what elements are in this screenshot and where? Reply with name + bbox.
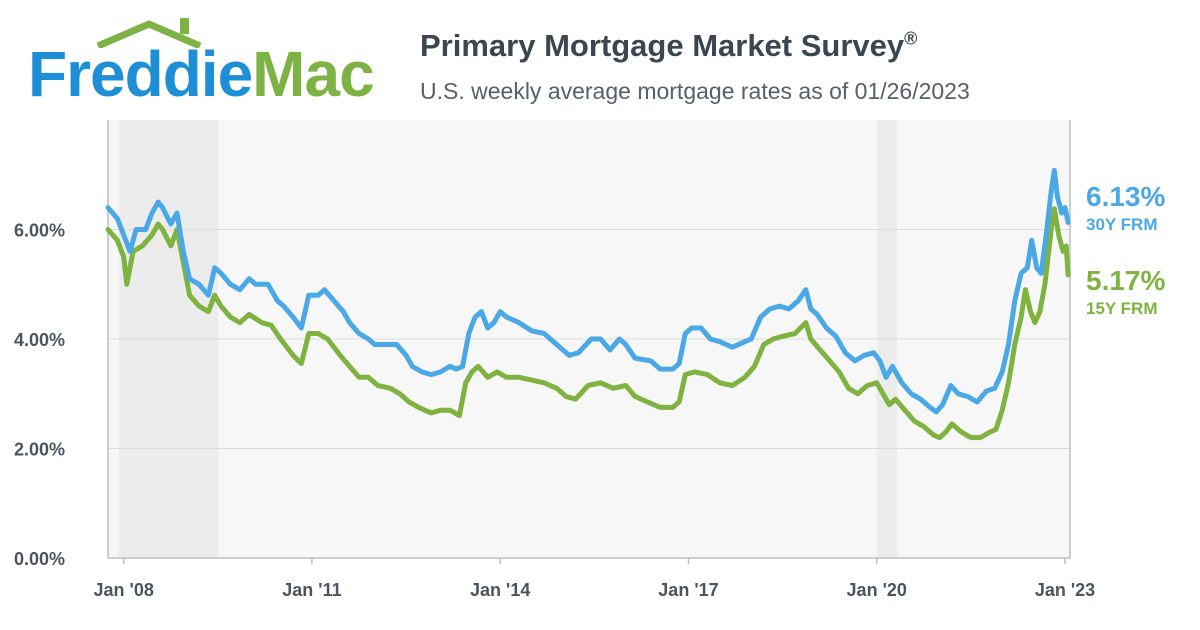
y-tick-label: 6.00% (14, 221, 65, 241)
x-tick-label: Jan '23 (1035, 580, 1095, 600)
house-roof-icon (96, 18, 202, 48)
x-tick-label: Jan '17 (658, 580, 718, 600)
end-value-30y: 6.13% (1086, 181, 1166, 212)
registered-mark: ® (904, 28, 918, 49)
y-tick-label: 2.00% (14, 440, 65, 460)
logo-text-mac: Mac (252, 38, 374, 110)
end-label-15y: 5.17% 15Y FRM (1086, 265, 1165, 319)
series-line-15y (105, 206, 1071, 441)
chart-title: Primary Mortgage Market Survey® (420, 28, 917, 64)
x-tick-label: Jan '08 (94, 580, 154, 600)
y-tick-label: 4.00% (14, 330, 65, 350)
chart-title-text: Primary Mortgage Market Survey (420, 28, 905, 63)
y-tick-label: 0.00% (14, 549, 65, 569)
end-value-15y: 5.17% (1086, 265, 1166, 296)
logo-wordmark: FreddieMac (28, 42, 375, 106)
end-label-30y: 6.13% 30Y FRM (1086, 181, 1165, 235)
x-tick-label: Jan '14 (470, 580, 530, 600)
x-tick-label: Jan '20 (847, 580, 907, 600)
end-series-label-30y: 30Y FRM (1086, 215, 1158, 234)
freddie-mac-logo: FreddieMac (28, 18, 388, 108)
series-line-30y (105, 167, 1071, 415)
chart-subtitle: U.S. weekly average mortgage rates as of… (420, 78, 970, 104)
logo-text-freddie: Freddie (28, 38, 253, 110)
end-series-label-15y: 15Y FRM (1086, 299, 1158, 318)
x-tick-label: Jan '11 (282, 580, 341, 600)
